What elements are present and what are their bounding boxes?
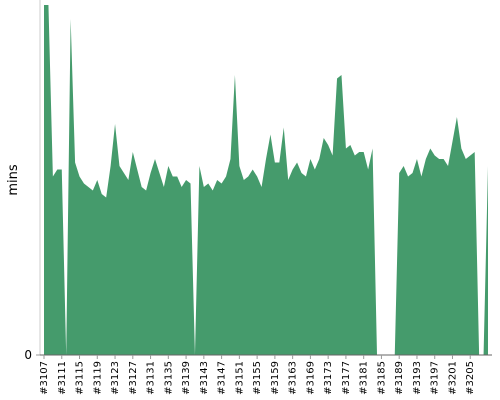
x-tick-label: #3159 — [270, 361, 281, 395]
x-tick-label: #3143 — [199, 361, 210, 395]
x-tick-label: #3123 — [110, 361, 121, 395]
x-tick-label: #3135 — [163, 361, 174, 395]
x-tick-label: #3181 — [359, 361, 370, 395]
x-tick-label: #3107 — [39, 361, 50, 395]
x-tick-label: #3201 — [447, 361, 458, 395]
x-tick-label: #3119 — [92, 361, 103, 395]
x-tick-label: #3163 — [288, 361, 299, 395]
x-tick-label: #3151 — [234, 361, 245, 395]
x-tick-label: #3205 — [465, 361, 476, 395]
y-axis-label: mins — [6, 164, 21, 196]
x-tick-label: #3169 — [305, 361, 316, 395]
x-tick-label: #3111 — [57, 361, 68, 395]
x-tick-label: #3177 — [341, 361, 352, 395]
x-tick-label: #3139 — [181, 361, 192, 395]
x-tick-label: #3197 — [430, 361, 441, 395]
x-tick-label: #3147 — [217, 361, 228, 395]
area — [44, 5, 488, 355]
y-tick-label: 0 — [24, 348, 32, 362]
x-tick-label: #3173 — [323, 361, 334, 395]
x-tick-label: #3155 — [252, 361, 263, 395]
x-tick-label: #3127 — [128, 361, 139, 395]
x-tick-label: #3131 — [146, 361, 157, 395]
x-tick-label: #3189 — [394, 361, 405, 395]
x-tick-label: #3115 — [75, 361, 86, 395]
x-tick-label: #3193 — [412, 361, 423, 395]
x-tick-label: #3185 — [376, 361, 387, 395]
